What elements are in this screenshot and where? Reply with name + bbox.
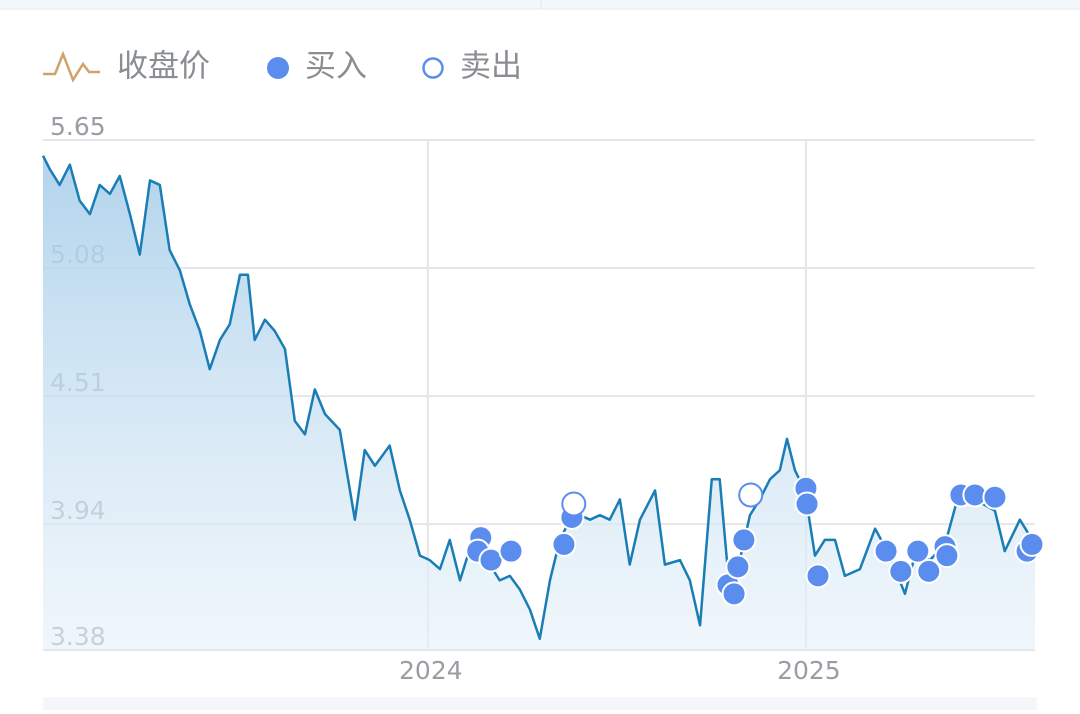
x-tick-label: 2024 [399, 656, 463, 685]
sell-marker[interactable] [561, 491, 587, 517]
buy-marker[interactable] [873, 538, 899, 564]
x-tick-label: 2025 [777, 656, 841, 685]
buy-marker[interactable] [916, 558, 942, 584]
buy-marker[interactable] [805, 563, 831, 589]
buy-marker[interactable] [1019, 531, 1045, 557]
legend-marker [422, 57, 444, 79]
legend-label[interactable]: 收盘价 [117, 49, 210, 85]
sell-marker[interactable] [738, 482, 764, 508]
buy-marker[interactable] [731, 527, 757, 553]
buy-marker[interactable] [905, 538, 931, 564]
y-tick-label: 5.65 [50, 112, 106, 141]
bottom-strip [43, 697, 1037, 710]
legend: 收盘价 买入 卖出 [43, 49, 522, 85]
legend-marker [267, 57, 289, 79]
buy-marker[interactable] [498, 538, 524, 564]
buy-marker[interactable] [551, 531, 577, 557]
legend-line-icon [43, 50, 100, 83]
legend-label[interactable]: 买入 [305, 49, 367, 85]
buy-marker[interactable] [888, 558, 914, 584]
buy-marker[interactable] [721, 581, 747, 607]
top-tab-strip [0, 0, 1080, 9]
buy-marker[interactable] [982, 484, 1008, 510]
plot [41, 155, 1045, 650]
legend-label[interactable]: 卖出 [460, 49, 522, 85]
buy-marker[interactable] [794, 491, 820, 517]
buy-marker[interactable] [725, 554, 751, 580]
price-line [41, 155, 1037, 641]
buy-marker[interactable] [934, 543, 960, 569]
price-area [43, 155, 1035, 650]
